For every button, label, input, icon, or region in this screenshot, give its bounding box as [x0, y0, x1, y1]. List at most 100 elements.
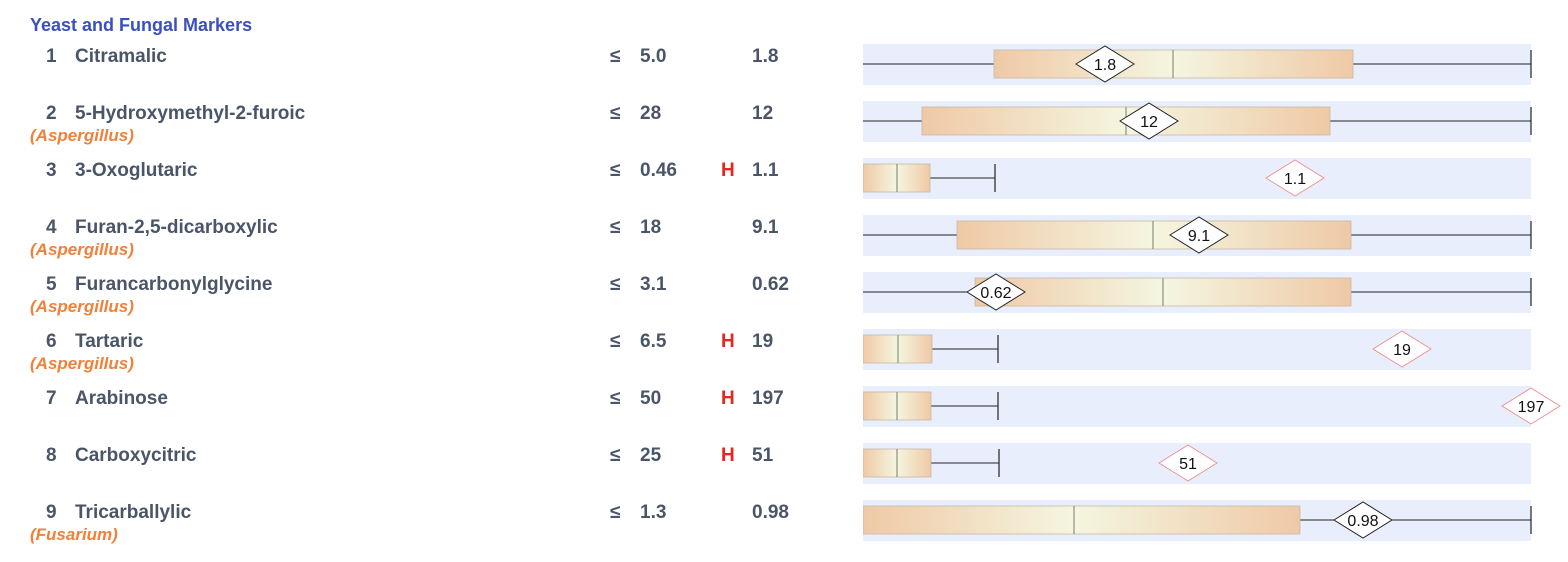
marker-name: Arabinose	[75, 388, 168, 409]
box-upper-half	[1172, 49, 1354, 79]
marker-name: Tricarballylic	[75, 502, 192, 523]
box-upper-half	[896, 163, 931, 193]
organism-label: (Aspergillus)	[30, 240, 134, 259]
lte-symbol: ≤	[610, 103, 621, 124]
organism-label: (Aspergillus)	[30, 297, 134, 316]
marker-number: 2	[46, 103, 57, 124]
section-title: Yeast and Fungal Markers	[30, 15, 253, 35]
marker-number: 7	[46, 388, 57, 409]
box-upper-half	[897, 334, 933, 364]
result-value: 0.62	[752, 274, 789, 295]
range-graph: 1.8	[863, 42, 1568, 87]
marker-name: 3-Oxoglutaric	[75, 160, 198, 181]
result-value: 9.1	[752, 217, 779, 238]
high-flag: H	[721, 388, 735, 409]
box-upper-half	[1073, 505, 1301, 535]
marker-name: Tartaric	[75, 331, 144, 352]
range-graph: 12	[863, 99, 1568, 144]
lte-symbol: ≤	[610, 274, 621, 295]
result-marker-label: 1.1	[1284, 171, 1306, 188]
range-graph: 19	[863, 327, 1568, 372]
box-lower-half	[956, 220, 1154, 250]
box-upper-half	[896, 391, 932, 421]
reference-limit: 1.3	[640, 502, 667, 523]
box-lower-half	[863, 163, 898, 193]
marker-number: 8	[46, 445, 57, 466]
box-lower-half	[863, 334, 899, 364]
marker-row: 4 Furan-2,5-dicarboxylic (Aspergillus) ≤18 9…	[0, 213, 1568, 270]
marker-number: 3	[46, 160, 57, 181]
range-graph: 0.98	[863, 498, 1568, 543]
high-flag: H	[721, 331, 735, 352]
reference-limit: 18	[640, 217, 662, 238]
box-upper-half	[896, 448, 932, 478]
marker-number: 5	[46, 274, 57, 295]
result-marker: 12	[1119, 102, 1179, 140]
result-value: 1.1	[752, 160, 779, 181]
marker-name: 5-Hydroxymethyl-2-furoic	[75, 103, 306, 124]
marker-row: 8 Carboxycitric ≤25 H 51 51	[0, 441, 1568, 498]
range-graph: 197	[863, 384, 1568, 429]
box-lower-half	[863, 391, 898, 421]
organism-label: (Fusarium)	[30, 525, 118, 544]
result-marker-label: 1.8	[1094, 57, 1116, 74]
result-marker: 19	[1372, 330, 1432, 368]
reference-limit: 0.46	[640, 160, 677, 181]
result-value: 0.98	[752, 502, 789, 523]
reference-limit: 25	[640, 445, 662, 466]
result-marker-label: 51	[1179, 456, 1197, 473]
result-marker: 1.1	[1265, 159, 1325, 197]
high-flag: H	[721, 445, 735, 466]
result-marker-label: 0.98	[1347, 513, 1378, 530]
marker-name: Carboxycitric	[75, 445, 197, 466]
result-value: 12	[752, 103, 774, 124]
result-marker-label: 197	[1518, 399, 1545, 416]
result-marker: 0.62	[966, 273, 1026, 311]
result-value: 1.8	[752, 46, 779, 67]
marker-number: 9	[46, 502, 57, 523]
lte-symbol: ≤	[610, 445, 621, 466]
reference-limit: 6.5	[640, 331, 667, 352]
high-flag: H	[721, 160, 735, 181]
box-lower-half	[863, 448, 898, 478]
lte-symbol: ≤	[610, 217, 621, 238]
marker-name: Furancarbonylglycine	[75, 274, 273, 295]
reference-limit: 28	[640, 103, 662, 124]
result-marker-label: 19	[1393, 342, 1411, 359]
lte-symbol: ≤	[610, 331, 621, 352]
result-value: 51	[752, 445, 774, 466]
range-graph: 51	[863, 441, 1568, 486]
lte-symbol: ≤	[610, 46, 621, 67]
marker-number: 6	[46, 331, 57, 352]
reference-limit: 3.1	[640, 274, 667, 295]
marker-number: 4	[46, 217, 57, 238]
marker-row: 3 3-Oxoglutaric ≤0.46 H 1.1 1.1	[0, 156, 1568, 213]
result-marker: 9.1	[1169, 216, 1229, 254]
marker-row: 9 Tricarballylic (Fusarium) ≤1.3 0.98 0.98	[0, 498, 1568, 555]
marker-name: Citramalic	[75, 46, 167, 67]
reference-limit: 50	[640, 388, 662, 409]
lte-symbol: ≤	[610, 502, 621, 523]
box-upper-half	[1162, 277, 1352, 307]
reference-limit: 5.0	[640, 46, 667, 67]
lte-symbol: ≤	[610, 160, 621, 181]
marker-row: 7 Arabinose ≤50 H 197 197	[0, 384, 1568, 441]
lte-symbol: ≤	[610, 388, 621, 409]
box-lower-half	[921, 106, 1127, 136]
result-marker: 1.8	[1075, 45, 1135, 83]
organism-label: (Aspergillus)	[30, 354, 134, 373]
result-marker-label: 12	[1140, 114, 1158, 131]
marker-number: 1	[46, 46, 57, 67]
organism-label: (Aspergillus)	[30, 126, 134, 145]
result-marker: 197	[1501, 387, 1561, 425]
result-marker-label: 9.1	[1188, 228, 1210, 245]
marker-row: 5 Furancarbonylglycine (Aspergillus) ≤3.1 0.…	[0, 270, 1568, 327]
result-marker: 51	[1158, 444, 1218, 482]
marker-row: 2 5-Hydroxymethyl-2-furoic (Aspergillus) ≤2…	[0, 99, 1568, 156]
result-marker-label: 0.62	[980, 285, 1011, 302]
box-lower-half	[863, 505, 1075, 535]
range-graph: 0.62	[863, 270, 1568, 315]
result-value: 19	[752, 331, 774, 352]
marker-row: 6 Tartaric (Aspergillus) ≤6.5 H 19 19	[0, 327, 1568, 384]
marker-row: 1 Citramalic ≤5.0 1.8 1.8	[0, 42, 1568, 99]
